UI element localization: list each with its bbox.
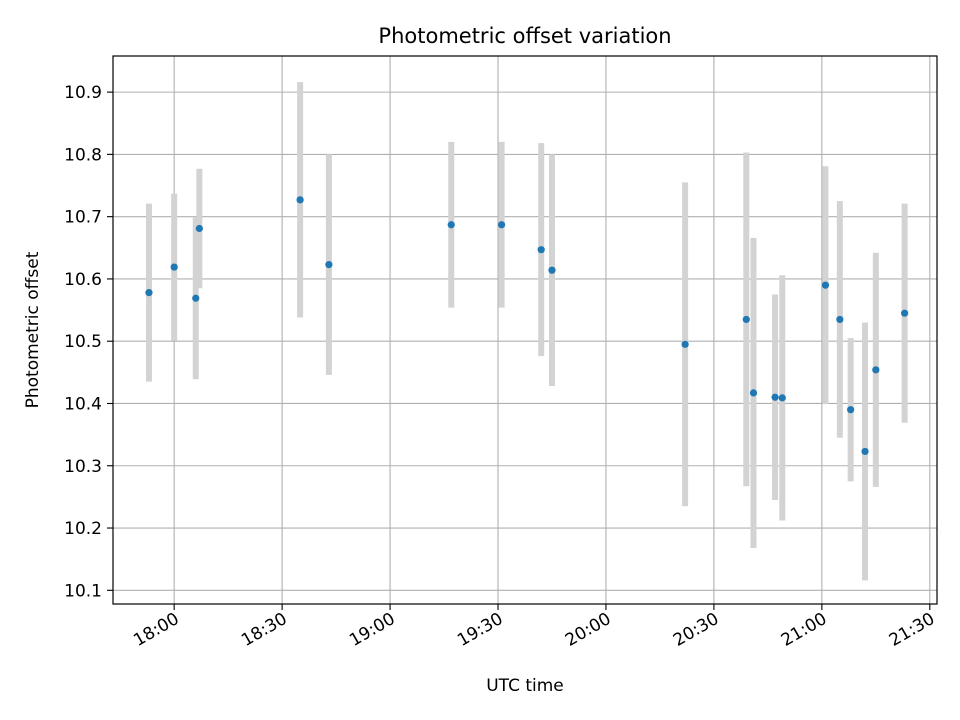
y-tick-label: 10.9 [64,83,102,103]
x-tick-label: 18:30 [238,609,290,651]
data-point [192,294,200,302]
data-point [296,196,304,204]
data-point [195,224,203,233]
grid-layer [113,56,937,604]
data-point [548,266,556,274]
data-point [771,393,779,401]
y-tick-label: 10.1 [64,581,102,601]
x-tick-label: 19:00 [346,609,398,651]
data-point [325,261,333,269]
y-tick-label: 10.6 [64,270,102,290]
data-point [749,389,758,397]
data-point [742,315,750,324]
data-point [821,281,830,289]
x-tick-label: 21:00 [778,609,830,651]
chart-title: Photometric offset variation [378,24,671,48]
y-tick-label: 10.7 [64,208,102,228]
errorbar-layer [145,82,908,581]
data-point [861,447,869,456]
y-tick-label: 10.5 [64,332,102,352]
data-point [836,315,844,324]
y-tick-label: 10.2 [64,519,102,539]
x-tick-label: 21:30 [886,609,938,651]
data-point [447,221,455,229]
x-tick-label: 20:30 [670,609,722,651]
x-tick-label: 19:30 [454,609,506,651]
x-tick-label: 18:00 [130,609,182,651]
data-point [901,309,909,317]
data-point [537,246,545,254]
data-point [847,406,855,414]
y-tick-label: 10.8 [64,145,102,165]
x-axis-label: UTC time [486,676,564,696]
data-point [498,221,506,229]
y-tick-label: 10.3 [64,457,102,477]
data-point [778,394,786,402]
data-point [145,289,153,297]
point-layer [145,196,909,456]
y-axis-label: Photometric offset [23,251,43,408]
data-point [681,340,689,348]
data-point [872,366,880,374]
x-tick-label: 20:00 [562,609,614,651]
y-tick-label: 10.4 [64,394,102,414]
plot-frame [112,55,938,605]
data-point [170,263,178,271]
